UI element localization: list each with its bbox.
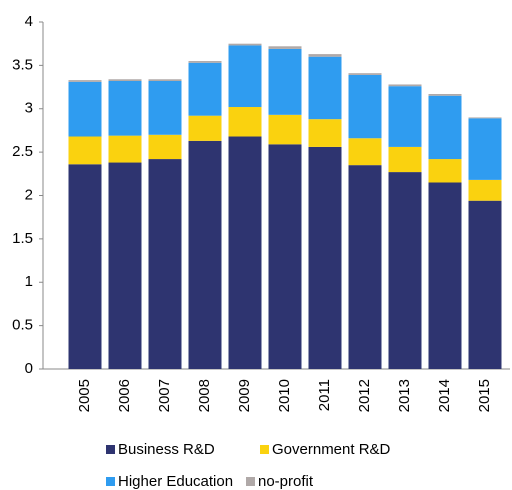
bar-segment <box>268 46 302 49</box>
x-tick-label: 2005 <box>76 379 93 412</box>
y-tick-label: 3 <box>25 100 33 117</box>
bar-segment <box>68 164 102 369</box>
bar-segment <box>468 179 502 201</box>
bar-segment <box>188 62 222 116</box>
bar-segment <box>68 81 102 137</box>
bar-segment <box>388 172 422 369</box>
bar-segment <box>468 200 502 369</box>
bar-segment <box>268 144 302 369</box>
bar-segment <box>428 95 462 160</box>
bar-segment <box>348 138 382 166</box>
bar-segment <box>348 73 382 75</box>
bar-segment <box>308 56 342 120</box>
x-tick-label: 2014 <box>436 379 453 412</box>
bar-segment <box>188 140 222 369</box>
y-tick-label: 0 <box>25 360 33 377</box>
bar-segment <box>268 114 302 145</box>
bar-segment <box>228 107 262 137</box>
x-tick-label: 2013 <box>396 379 413 412</box>
bar-segment <box>228 45 262 108</box>
bar-segment <box>68 136 102 165</box>
x-tick-label: 2006 <box>116 379 133 412</box>
x-tick-label: 2008 <box>196 379 213 412</box>
bar-segment <box>348 74 382 139</box>
bar-segment <box>68 80 102 82</box>
x-tick-label: 2015 <box>476 379 493 412</box>
y-tick-label: 4 <box>25 13 33 30</box>
bar-segment <box>188 115 222 141</box>
bar-segment <box>348 165 382 369</box>
x-tick-label: 2011 <box>316 379 333 411</box>
bar-segment <box>148 80 182 135</box>
bar-segment <box>308 119 342 147</box>
bar-segment <box>468 117 502 119</box>
bar-segment <box>148 79 182 81</box>
x-tick-label: 2007 <box>156 379 173 412</box>
bar-segment <box>308 54 342 57</box>
legend-swatch <box>260 445 269 454</box>
bar-segment <box>228 136 262 369</box>
bar-segment <box>148 134 182 160</box>
y-tick-label: 1.5 <box>12 230 33 247</box>
x-tick-label: 2010 <box>276 379 293 412</box>
bar-segment <box>388 84 422 87</box>
bar-segment <box>388 86 422 147</box>
y-tick-label: 1 <box>25 273 33 290</box>
legend-swatch <box>106 445 115 454</box>
bar-segment <box>428 182 462 369</box>
bar-segment <box>108 162 142 369</box>
bar-segment <box>148 159 182 369</box>
bar-segment <box>428 94 462 96</box>
y-tick-label: 2 <box>25 186 33 203</box>
legend-swatch <box>246 477 255 486</box>
bar-segment <box>108 80 142 136</box>
x-tick-label: 2009 <box>236 379 253 412</box>
bar-segment <box>188 61 222 63</box>
legend-label: no-profit <box>258 473 314 490</box>
legend-swatch <box>106 477 115 486</box>
y-tick-label: 2.5 <box>12 143 33 160</box>
legend-label: Government R&D <box>272 441 391 458</box>
x-tick-label: 2012 <box>356 379 373 412</box>
bar-segment <box>468 118 502 180</box>
legend-label: Business R&D <box>118 441 215 458</box>
y-tick-label: 3.5 <box>12 56 33 73</box>
bar-segment <box>108 135 142 163</box>
bar-segment <box>108 79 142 81</box>
bar-segment <box>268 48 302 115</box>
y-tick-label: 0.5 <box>12 317 33 334</box>
bar-segment <box>428 159 462 183</box>
legend-label: Higher Education <box>118 473 233 490</box>
bar-segment <box>388 146 422 173</box>
bar-segment <box>308 146 342 369</box>
bar-segment <box>228 43 262 46</box>
